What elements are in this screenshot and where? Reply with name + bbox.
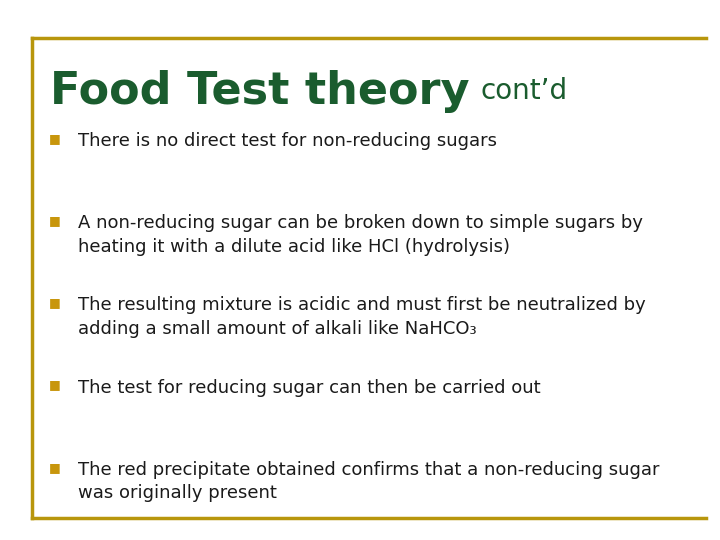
Text: ■: ■ — [49, 296, 60, 309]
Text: ■: ■ — [49, 214, 60, 227]
Text: ■: ■ — [49, 379, 60, 392]
Text: Food Test theory: Food Test theory — [50, 70, 485, 113]
Text: There is no direct test for non-reducing sugars: There is no direct test for non-reducing… — [78, 132, 497, 150]
Text: A non-reducing sugar can be broken down to simple sugars by
heating it with a di: A non-reducing sugar can be broken down … — [78, 214, 643, 256]
Text: ■: ■ — [49, 461, 60, 474]
Text: cont’d: cont’d — [481, 77, 568, 105]
Text: The resulting mixture is acidic and must first be neutralized by
adding a small : The resulting mixture is acidic and must… — [78, 296, 646, 338]
Text: The test for reducing sugar can then be carried out: The test for reducing sugar can then be … — [78, 379, 541, 396]
Text: The red precipitate obtained confirms that a non-reducing sugar
was originally p: The red precipitate obtained confirms th… — [78, 461, 660, 502]
Text: ■: ■ — [49, 132, 60, 145]
